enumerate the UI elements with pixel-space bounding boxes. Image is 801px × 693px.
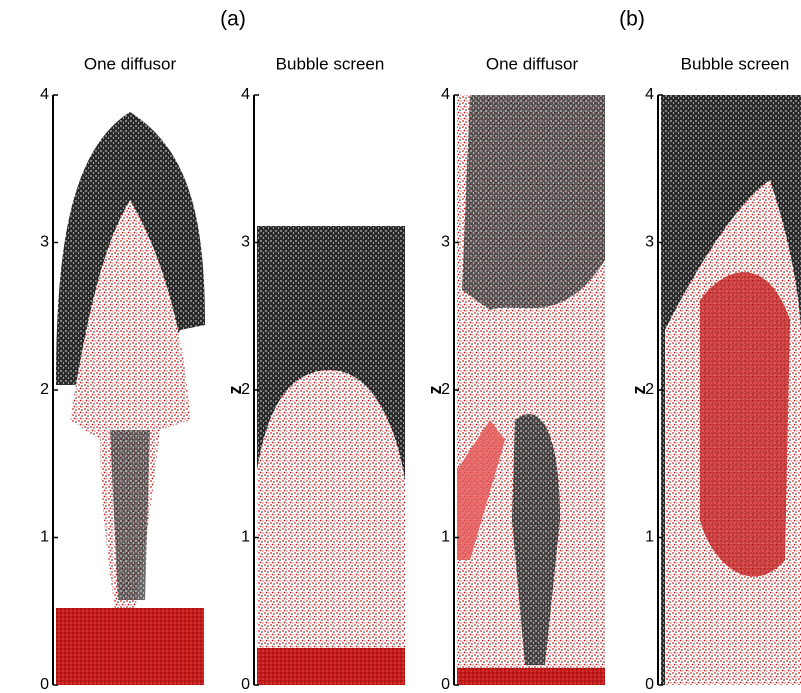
figure: (a) (b) One diffusor 0 1 2 3 4 Bubble screen 0 1… xyxy=(0,0,801,693)
panel-title: One diffusor xyxy=(84,54,177,73)
y-tick-label: 1 xyxy=(645,529,654,546)
panel-title: Bubble screen xyxy=(681,54,790,73)
panel-title: Bubble screen xyxy=(276,54,385,73)
y-tick-label: 0 xyxy=(241,676,250,693)
y-tick-label: 4 xyxy=(645,86,654,103)
y-tick-label: 1 xyxy=(441,529,450,546)
particle-cloud xyxy=(457,95,605,685)
y-tick-label: 0 xyxy=(40,676,49,693)
y-tick-label: 0 xyxy=(645,676,654,693)
y-tick-label: 4 xyxy=(40,86,49,103)
panel-title: One diffusor xyxy=(486,54,579,73)
y-tick-label: 3 xyxy=(645,234,654,251)
y-tick-label: 4 xyxy=(441,86,450,103)
y-axis-label: z xyxy=(225,386,245,395)
particle-cloud xyxy=(661,95,801,685)
panel-label: (a) xyxy=(220,8,246,31)
panel-label: (b) xyxy=(619,8,645,31)
y-tick-label: 3 xyxy=(40,234,49,251)
y-tick-label: 3 xyxy=(241,234,250,251)
y-axis-label: z xyxy=(425,386,445,395)
y-tick-label: 0 xyxy=(441,676,450,693)
y-tick-label: 4 xyxy=(241,86,250,103)
particle-cloud xyxy=(257,226,405,685)
particle-cloud xyxy=(56,112,205,685)
y-axis-label: z xyxy=(629,386,649,395)
y-tick-label: 3 xyxy=(441,234,450,251)
y-tick-label: 2 xyxy=(40,381,49,398)
y-tick-label: 1 xyxy=(40,529,49,546)
y-tick-label: 1 xyxy=(241,529,250,546)
